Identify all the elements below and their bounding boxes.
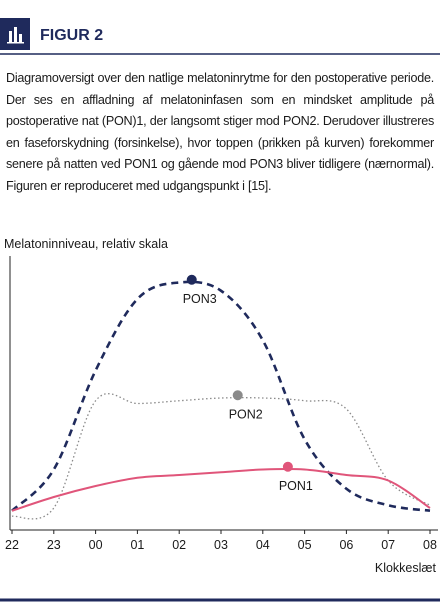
x-tick-label: 05: [298, 538, 312, 552]
peak-label: PON1: [279, 479, 313, 493]
peak-dot: [232, 390, 243, 401]
x-tick-label: 04: [256, 538, 270, 552]
series-line: [11, 467, 431, 512]
x-tick-label: 03: [214, 538, 228, 552]
x-axis-label: Klokkeslæt: [375, 561, 437, 575]
peak-label: PON2: [229, 408, 263, 422]
x-tick-label: 06: [339, 538, 353, 552]
icon-bars: [7, 27, 24, 44]
peak-label: PON3: [183, 292, 217, 306]
figure-title: FIGUR 2: [40, 27, 103, 44]
series-line: [11, 393, 431, 520]
y-axis-label: Melatoninniveau, relativ skala: [4, 237, 168, 251]
series-line: [11, 280, 431, 513]
peak-dot: [282, 461, 293, 472]
x-tick-label: 08: [423, 538, 437, 552]
peak-dot: [186, 274, 197, 285]
x-tick-label: 07: [381, 538, 395, 552]
x-tick-label: 23: [47, 538, 61, 552]
caption: Diagramoversigt over den natlige melaton…: [6, 71, 434, 193]
x-tick-label: 22: [5, 538, 19, 552]
x-tick-label: 02: [172, 538, 186, 552]
x-tick-label: 00: [89, 538, 103, 552]
x-tick-label: 01: [130, 538, 144, 552]
